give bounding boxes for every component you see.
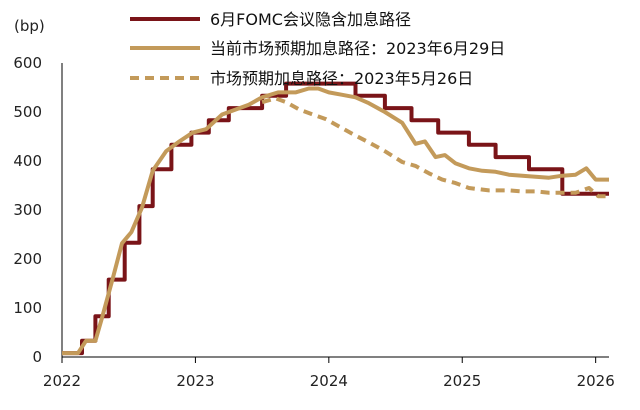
y-axis-ticks: 0 100 200 300 400 500 600 [13, 54, 42, 366]
y-tick-label: 300 [13, 201, 42, 219]
legend-label-fomc: 6月FOMC会议隐含加息路径 [210, 10, 411, 29]
y-tick-label: 0 [32, 348, 42, 366]
x-tick-label: 2024 [310, 372, 348, 390]
series-line-may-expectation [261, 96, 609, 199]
x-tick-label: 2023 [176, 372, 214, 390]
x-axis-ticks: 2022 2023 2024 2025 2026 [43, 357, 615, 390]
series-line-fomc-june [62, 81, 609, 356]
x-tick-label: 2026 [577, 372, 615, 390]
y-tick-label: 400 [13, 152, 42, 170]
series-lines [62, 81, 609, 356]
legend-item-fomc: 6月FOMC会议隐含加息路径 [130, 10, 411, 29]
legend: 6月FOMC会议隐含加息路径 当前市场预期加息路径：2023年6月29日 市场预… [130, 10, 505, 88]
y-tick-label: 600 [13, 54, 42, 72]
y-tick-label: 500 [13, 103, 42, 121]
x-tick-label: 2025 [443, 372, 481, 390]
legend-item-may: 市场预期加息路径：2023年5月26日 [130, 69, 473, 88]
series-line-current-expectation [62, 86, 609, 356]
legend-item-current: 当前市场预期加息路径：2023年6月29日 [130, 39, 505, 58]
x-tick-label: 2022 [43, 372, 81, 390]
y-tick-label: 200 [13, 250, 42, 268]
y-axis-label: (bp) [14, 17, 45, 35]
legend-label-current: 当前市场预期加息路径：2023年6月29日 [210, 39, 505, 58]
y-tick-label: 100 [13, 299, 42, 317]
legend-label-may: 市场预期加息路径：2023年5月26日 [210, 69, 473, 88]
